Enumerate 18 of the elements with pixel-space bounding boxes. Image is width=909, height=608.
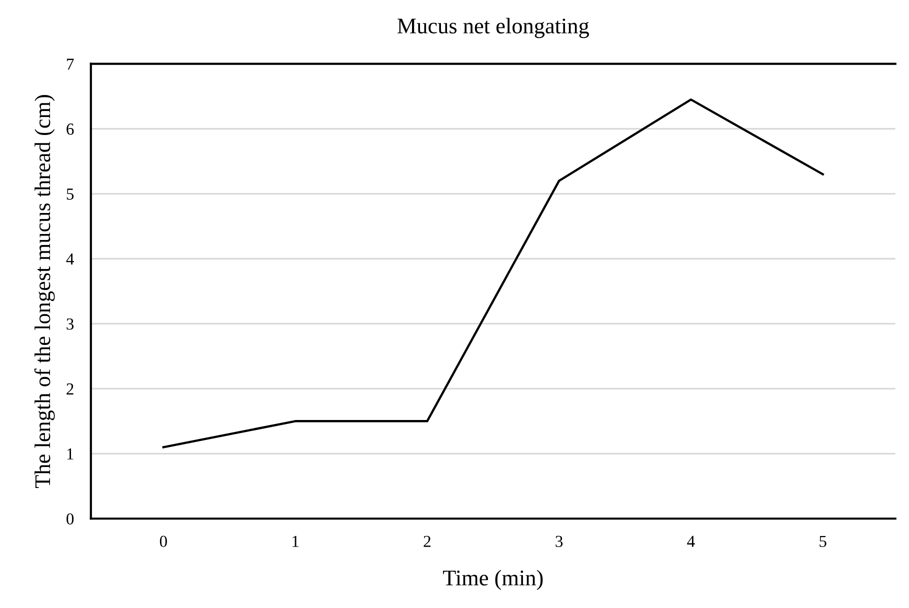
y-tick-label: 2 xyxy=(66,383,74,394)
x-tick-label: 5 xyxy=(820,536,826,548)
y-tick-label: 4 xyxy=(66,254,74,265)
y-tick-label: 0 xyxy=(66,513,74,525)
x-tick-label: 2 xyxy=(424,536,430,547)
y-tick-label: 5 xyxy=(66,188,74,200)
y-tick-label: 7 xyxy=(67,58,74,70)
chart-title: Mucus net elongating xyxy=(397,18,589,38)
line-series xyxy=(162,98,824,448)
y-axis-title: The length of the longest mucus thread (cm) xyxy=(34,95,55,488)
x-tick-label: 4 xyxy=(687,536,695,547)
y-tick-label: 1 xyxy=(67,448,74,460)
x-tick-label: 0 xyxy=(160,536,167,548)
x-axis-title: Time (min) xyxy=(443,570,543,590)
x-tick-label: 1 xyxy=(292,536,298,547)
x-tick-label: 3 xyxy=(556,536,563,548)
y-tick-label: 6 xyxy=(66,124,74,135)
y-tick-label: 3 xyxy=(66,318,74,330)
